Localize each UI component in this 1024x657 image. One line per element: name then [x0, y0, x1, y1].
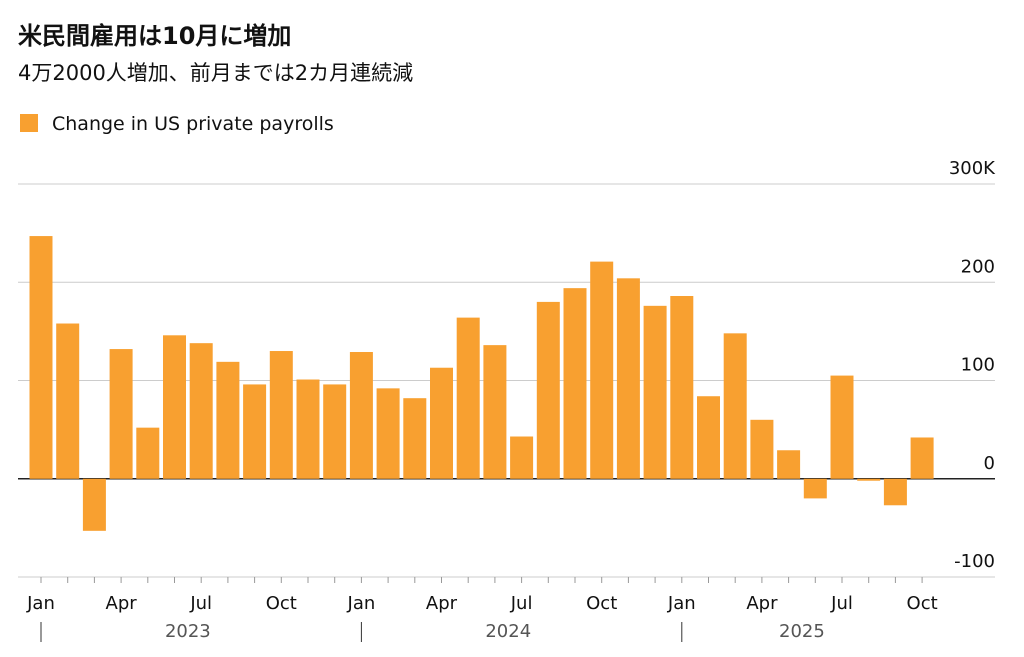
bar [296, 379, 320, 479]
x-tick-label: Jan [667, 593, 696, 614]
bar [323, 384, 347, 479]
bar [269, 351, 293, 479]
chart-subtitle: 4万2000人増加、前月までは2カ月連続減 [18, 61, 413, 85]
bar [536, 301, 560, 479]
bar [243, 384, 267, 479]
bar [697, 396, 720, 479]
x-tick-label: Oct [907, 593, 938, 614]
bar [376, 388, 400, 479]
bar [830, 375, 854, 479]
bar [643, 305, 667, 479]
year-label: 2025 [779, 621, 825, 642]
bar [883, 478, 907, 506]
bar [857, 478, 881, 481]
chart-title: 米民間雇用は10月に増加 [18, 22, 291, 50]
bar [29, 236, 53, 479]
bar [136, 427, 160, 479]
bar [216, 361, 240, 479]
bar [430, 367, 453, 479]
x-tick-label: Oct [266, 593, 297, 614]
bar [163, 335, 186, 479]
bar [510, 436, 534, 479]
bar [189, 343, 213, 479]
y-tick-label: 0 [984, 453, 995, 474]
y-tick-label: -100 [954, 551, 995, 572]
bar [109, 349, 133, 479]
year-label: 2023 [165, 621, 211, 642]
y-tick-label: 100 [961, 355, 995, 376]
bar [456, 317, 480, 479]
bar [616, 278, 640, 479]
bar [803, 478, 827, 499]
bar [563, 288, 587, 479]
bar [777, 450, 801, 479]
bar [403, 398, 427, 479]
x-tick-label: Jan [26, 593, 55, 614]
bar [910, 437, 934, 479]
x-tick-label: Apr [426, 593, 458, 614]
bar [483, 345, 507, 479]
x-tick-label: Apr [746, 593, 778, 614]
bar [590, 261, 614, 479]
bar [670, 296, 694, 479]
bar [82, 478, 106, 531]
legend-swatch [20, 114, 38, 132]
x-tick-label: Jan [347, 593, 376, 614]
y-tick-label: 200 [961, 256, 995, 277]
legend-label: Change in US private payrolls [52, 113, 334, 135]
x-tick-label: Jul [830, 593, 853, 614]
year-label: 2024 [485, 621, 531, 642]
x-tick-label: Oct [586, 593, 617, 614]
bar [723, 333, 747, 479]
x-tick-label: Jul [189, 593, 212, 614]
x-tick-label: Jul [510, 593, 533, 614]
bar [56, 323, 80, 479]
y-tick-label: 300K [949, 158, 996, 179]
bar [750, 419, 774, 479]
bar [349, 352, 373, 479]
x-tick-label: Apr [106, 593, 138, 614]
